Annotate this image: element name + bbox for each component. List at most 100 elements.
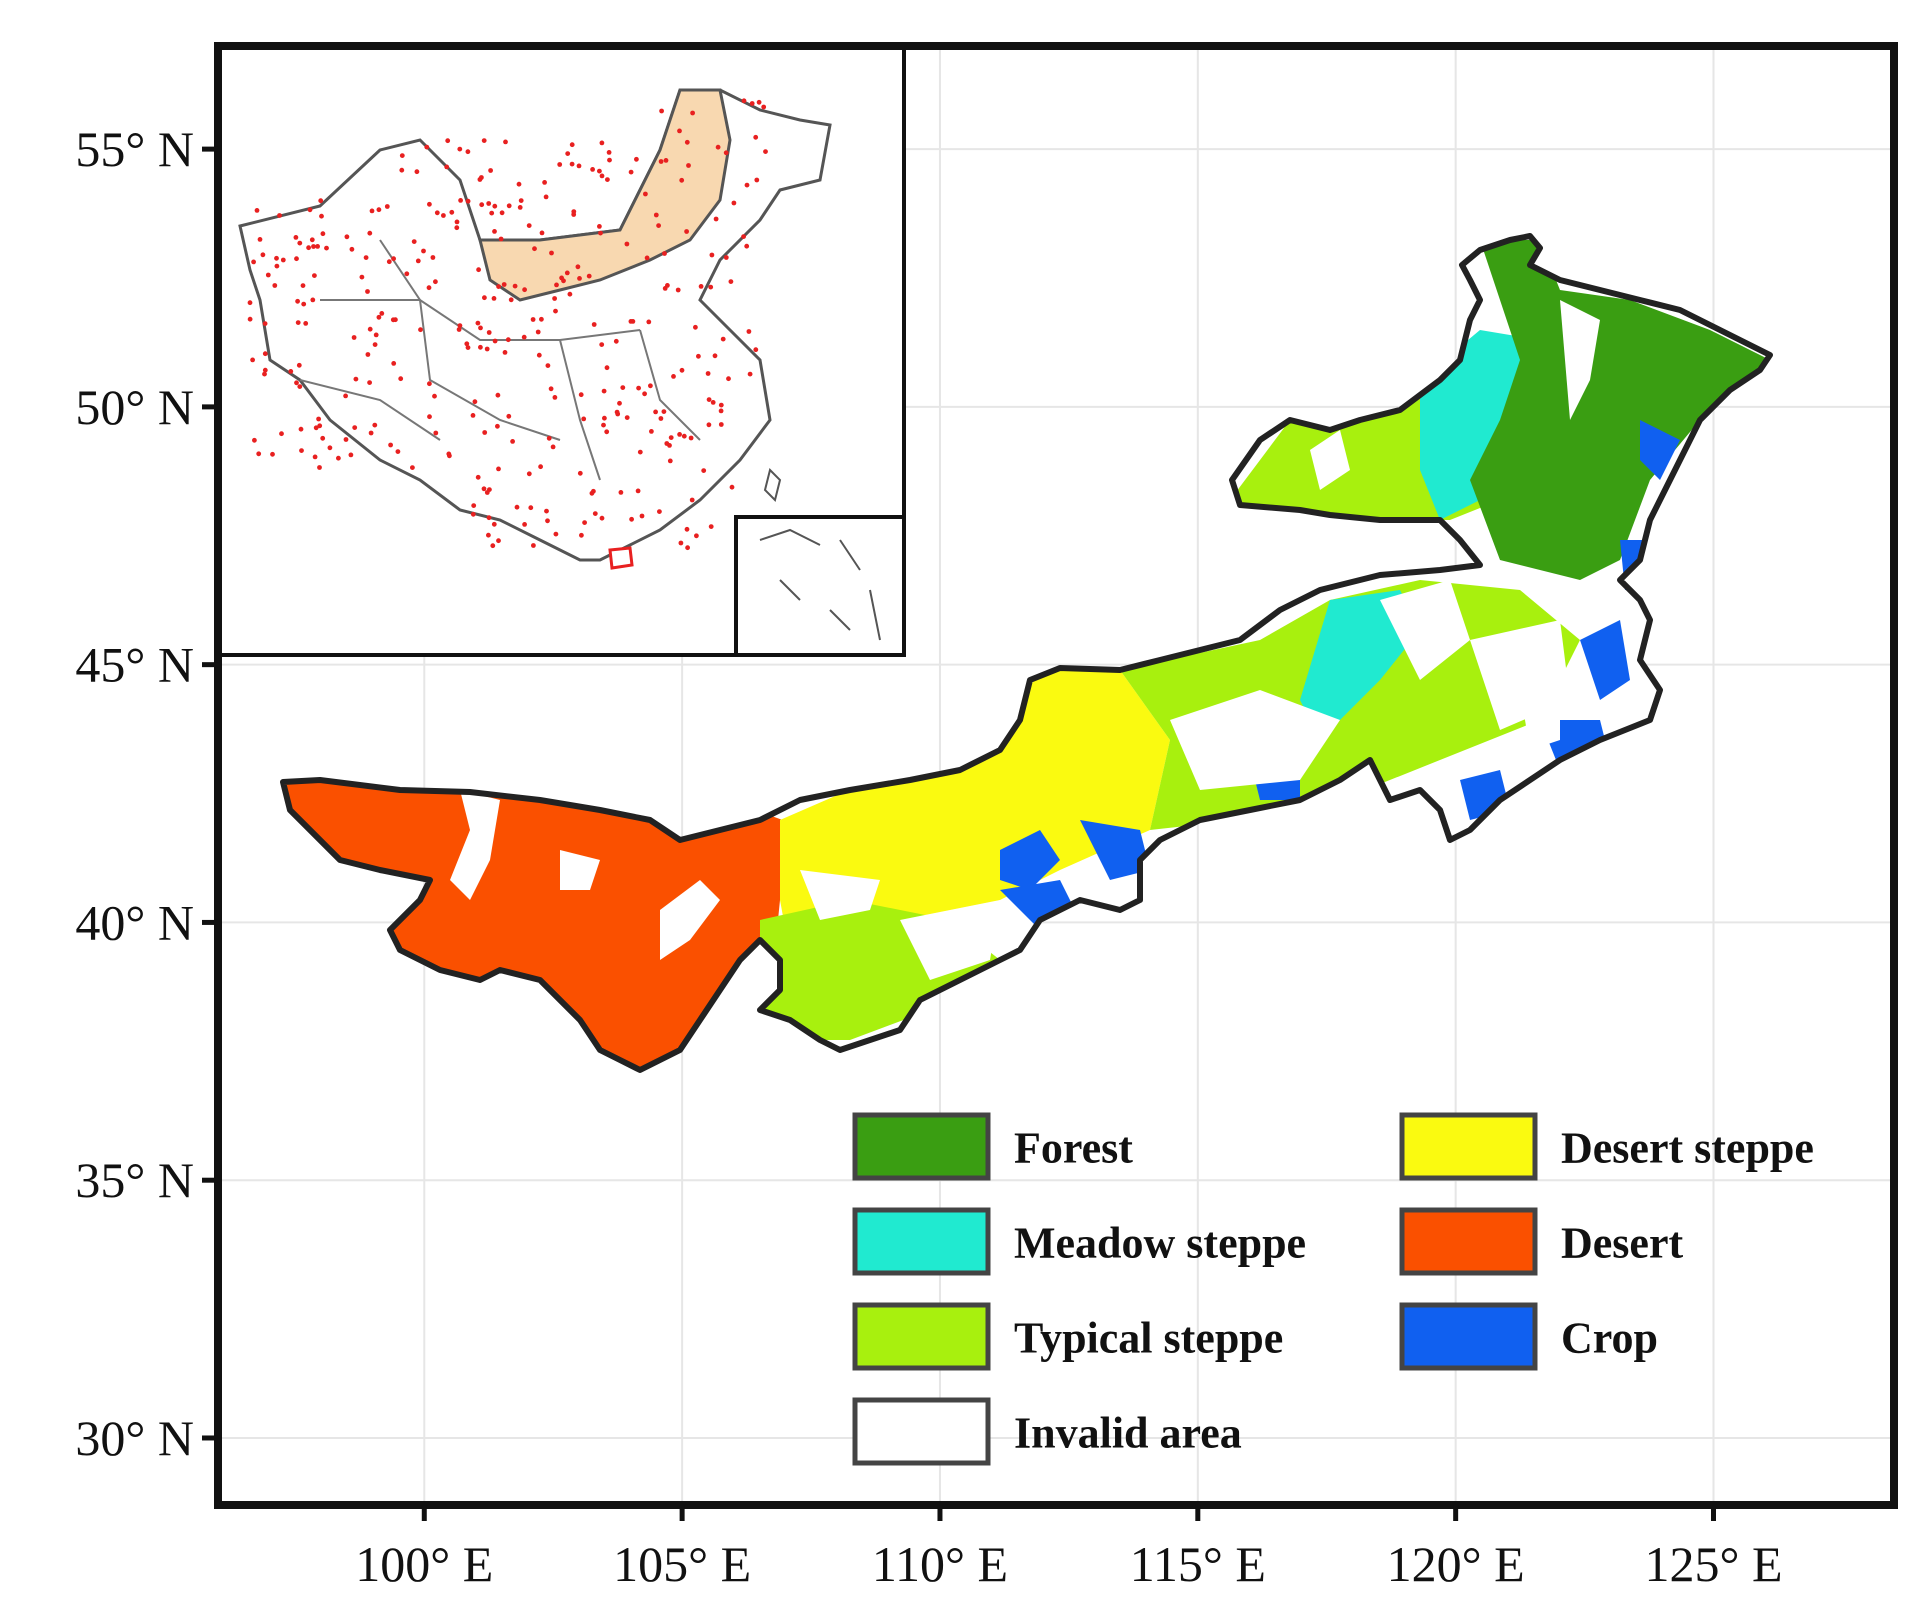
station-dot — [365, 352, 371, 357]
station-dot — [353, 376, 359, 382]
station-dot — [646, 319, 652, 325]
station-dot — [427, 414, 432, 420]
legend-swatch — [852, 1112, 991, 1181]
station-dot — [753, 347, 759, 353]
station-dot — [532, 246, 537, 252]
station-dot — [546, 435, 552, 441]
station-dot — [675, 287, 681, 293]
station-dot — [262, 371, 267, 377]
station-dot — [351, 335, 357, 340]
station-dot — [482, 430, 488, 435]
station-dot — [251, 259, 256, 265]
station-dot — [636, 385, 641, 391]
station-dot — [512, 283, 518, 289]
station-dot — [557, 162, 563, 167]
station-dot — [601, 388, 607, 394]
station-dot — [599, 140, 605, 146]
station-dot — [457, 146, 463, 152]
station-dot — [731, 200, 737, 206]
station-dot — [663, 158, 669, 163]
map-border — [214, 42, 1898, 1509]
y-axis: 30° N 35° N 40° N 45° N 50° N 55° N — [75, 121, 218, 1466]
station-dot — [599, 342, 605, 347]
station-dot — [488, 168, 493, 173]
station-dot — [410, 465, 415, 470]
station-dot — [446, 451, 452, 457]
station-dot — [744, 243, 750, 249]
station-dot — [564, 270, 570, 276]
station-dot — [618, 490, 624, 495]
station-dot — [658, 416, 664, 421]
station-dot — [270, 451, 275, 457]
legend-swatch — [1399, 1112, 1538, 1181]
taiwan-island — [763, 468, 782, 502]
legend-label: Forest — [1014, 1124, 1133, 1173]
station-dot — [577, 276, 582, 281]
station-dot — [458, 198, 463, 203]
station-dot — [388, 442, 393, 448]
station-dot — [481, 138, 487, 144]
station-dot — [465, 345, 471, 350]
station-dot — [698, 284, 704, 289]
station-dot — [486, 201, 492, 206]
station-dot — [399, 167, 405, 173]
station-dot — [391, 256, 396, 262]
station-dot — [747, 371, 753, 377]
station-dot — [657, 509, 662, 514]
station-dot — [516, 181, 522, 187]
station-dot — [481, 486, 487, 492]
station-dot — [649, 429, 654, 434]
station-dot — [718, 422, 724, 427]
station-dot — [624, 415, 630, 420]
legend-label: Desert — [1561, 1219, 1683, 1268]
station-dot — [312, 454, 318, 460]
station-dot — [299, 448, 304, 453]
station-dot — [372, 422, 378, 428]
station-dot — [496, 284, 501, 289]
station-dot — [252, 437, 257, 443]
station-dot — [569, 142, 575, 148]
station-dot — [567, 291, 573, 297]
station-dot — [606, 150, 612, 155]
station-dot — [247, 316, 253, 322]
station-dot — [679, 177, 685, 183]
station-dot — [744, 182, 750, 188]
station-dot — [528, 505, 534, 511]
station-dot — [262, 367, 268, 373]
station-dot — [315, 244, 320, 249]
station-dot — [605, 177, 610, 183]
station-dot — [667, 443, 672, 448]
station-dot — [288, 369, 294, 374]
station-dot — [510, 439, 515, 444]
station-dot — [465, 198, 471, 204]
x-tick-label: 105° E — [613, 1536, 751, 1592]
station-dot — [427, 381, 432, 387]
station-dot — [399, 153, 405, 159]
station-dot — [543, 194, 549, 200]
station-dot — [668, 435, 674, 440]
station-dot — [477, 177, 483, 182]
station-dot — [630, 319, 636, 324]
station-dot — [479, 202, 485, 208]
station-dot — [363, 255, 369, 260]
station-dot — [441, 213, 446, 218]
station-dot — [729, 484, 735, 490]
station-dot — [517, 205, 523, 210]
station-dot — [629, 516, 634, 522]
legend-label: Crop — [1561, 1314, 1658, 1363]
station-dot — [502, 350, 508, 355]
station-dot — [367, 230, 373, 236]
station-dot — [470, 413, 476, 418]
station-dot — [464, 341, 470, 347]
station-dot — [689, 497, 695, 503]
station-dot — [372, 342, 378, 347]
y-tick-label: 30° N — [75, 1410, 194, 1466]
station-dot — [579, 532, 584, 538]
station-dot — [535, 329, 541, 335]
station-dot — [591, 322, 597, 327]
station-dot — [496, 538, 501, 544]
station-dot — [297, 384, 303, 389]
station-dot — [505, 337, 511, 343]
station-dot — [414, 169, 420, 175]
station-dot — [492, 338, 498, 344]
